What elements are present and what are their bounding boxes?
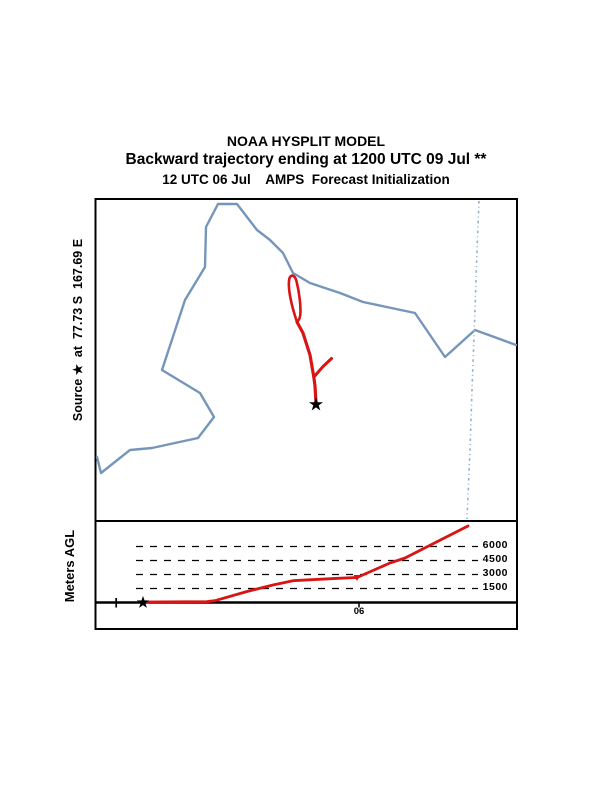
- height-profile-line: [141, 524, 470, 604]
- coastline-path: [95, 202, 518, 475]
- profile-interval-marker-icon: [353, 575, 361, 581]
- gridline-label-6000: 6000: [482, 539, 508, 551]
- time-tick-label: 06: [353, 606, 365, 617]
- trajectory-path: [295, 320, 318, 405]
- height-panel-frame: [94, 520, 518, 630]
- gridline-label-1500: 1500: [482, 581, 508, 593]
- source-star-icon: [309, 397, 323, 411]
- map-frame: [94, 198, 518, 522]
- init-title: 12 UTC 06 Jul AMPS Forecast Initializati…: [162, 172, 450, 187]
- model-title: NOAA HYSPLIT MODEL: [226, 133, 386, 149]
- meridian-dashed-line: [466, 200, 480, 520]
- trajectory-spur: [312, 357, 333, 378]
- gridline-label-3000: 3000: [482, 567, 508, 579]
- plus-marker-icon: [111, 598, 121, 608]
- profile-star-icon: [136, 595, 150, 608]
- trajectory-title: Backward trajectory ending at 1200 UTC 0…: [125, 151, 487, 168]
- trajectory-loop: [287, 274, 302, 324]
- gridline-label-4500: 4500: [482, 553, 508, 565]
